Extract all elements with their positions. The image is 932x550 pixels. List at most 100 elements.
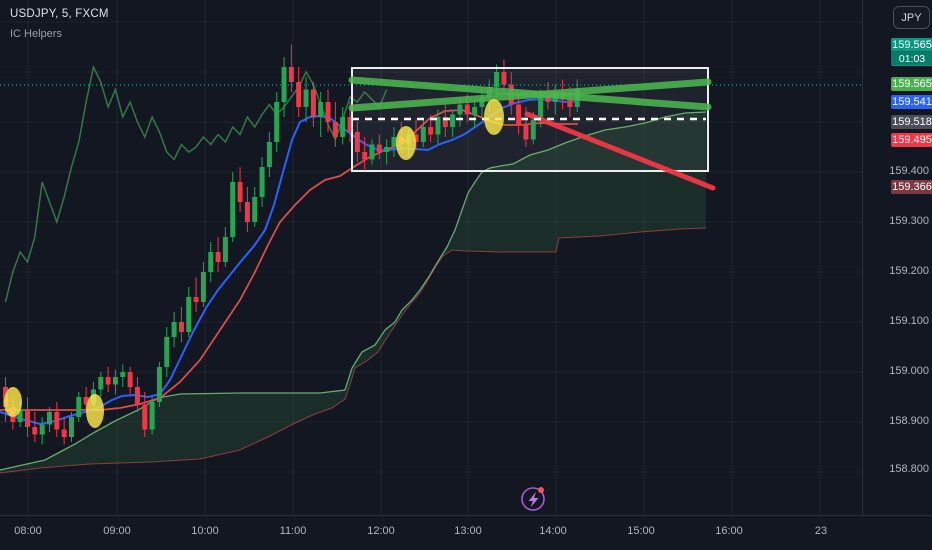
- time-axis-tick: 10:00: [191, 525, 219, 537]
- chart-pane[interactable]: USDJPY, 5, FXCM IC Helpers: [0, 0, 862, 515]
- candle-body: [296, 82, 302, 107]
- time-axis-tick: 09:00: [103, 525, 131, 537]
- candle-body: [259, 167, 265, 197]
- bar-close-countdown: 01:03: [891, 51, 932, 65]
- candle-body: [362, 152, 368, 160]
- currency-toggle-button[interactable]: JPY: [893, 6, 930, 29]
- candle-body: [230, 182, 236, 237]
- ellipse-highlight-drawing[interactable]: [4, 387, 22, 417]
- price-axis-tick: 159.200: [889, 265, 929, 277]
- time-axis-tick: 16:00: [715, 525, 743, 537]
- candle-body: [318, 102, 324, 117]
- candle-body: [413, 134, 419, 142]
- candle-body: [171, 322, 177, 337]
- time-axis-tick: 14:00: [539, 525, 567, 537]
- chart-legend: USDJPY, 5, FXCM IC Helpers: [10, 8, 109, 41]
- candle-body: [54, 412, 60, 430]
- candle-body: [200, 272, 206, 302]
- candle-body: [567, 99, 573, 107]
- candle-body: [134, 387, 140, 405]
- candle-body: [376, 144, 382, 152]
- indicator-label[interactable]: IC Helpers: [10, 28, 62, 41]
- candle-body: [68, 417, 74, 437]
- price-axis-tick: 159.100: [889, 315, 929, 327]
- candle-body: [61, 429, 67, 437]
- candle-body: [98, 377, 104, 390]
- candle-body: [303, 89, 309, 107]
- time-axis-tick: 23: [814, 525, 828, 537]
- time-axis-tick: 11:00: [279, 525, 307, 537]
- candle-body: [186, 297, 192, 332]
- candle-body: [24, 409, 30, 427]
- candle-body: [105, 377, 111, 385]
- ellipse-highlight-drawing[interactable]: [396, 126, 416, 160]
- time-axis-tick: 12:00: [367, 525, 395, 537]
- candle-body: [142, 404, 148, 430]
- candle-body: [288, 67, 294, 82]
- alert-badge-dot: [538, 487, 544, 493]
- tenkan-value-label: 159.541: [891, 95, 932, 109]
- candle-body: [83, 397, 89, 405]
- candle-body: [530, 119, 536, 140]
- candle-body: [252, 197, 258, 222]
- candle-body: [516, 104, 522, 125]
- kijun-value-label: 159.495: [891, 133, 932, 147]
- ellipse-highlight-drawing[interactable]: [484, 99, 504, 135]
- time-axis[interactable]: 08:00 09:00 10:00 11:00 12:00 13:00 14:00 15:00…: [0, 515, 932, 550]
- candle-body: [354, 132, 360, 152]
- candle-body: [435, 117, 441, 135]
- candle-body: [164, 337, 170, 367]
- candle-body: [237, 182, 243, 202]
- candle-body: [538, 97, 544, 120]
- candle-body: [208, 252, 214, 272]
- candle-body: [39, 424, 45, 435]
- price-axis-tick: 159.400: [889, 165, 929, 177]
- candle-body: [472, 107, 478, 115]
- candle-body: [46, 412, 52, 425]
- candle-body: [193, 297, 199, 302]
- candle-body: [156, 367, 162, 402]
- candle-body: [112, 377, 118, 385]
- candle-body: [120, 372, 126, 377]
- ellipse-highlight-drawing[interactable]: [86, 394, 104, 428]
- candle-body: [369, 144, 375, 160]
- candle-body: [76, 397, 82, 417]
- candle-body: [384, 147, 390, 152]
- candle-body: [244, 202, 250, 222]
- candle-body: [420, 127, 426, 142]
- candle-body: [17, 409, 23, 422]
- price-axis-tick: 159.300: [889, 215, 929, 227]
- cloud-top-border: [0, 111, 707, 471]
- time-axis-tick: 08:00: [14, 525, 42, 537]
- last-price-label: 159.565 01:03: [891, 38, 932, 66]
- candle-body: [340, 117, 346, 137]
- candle-body: [428, 127, 434, 135]
- time-axis-tick: 15:00: [627, 525, 655, 537]
- candle-body: [464, 104, 470, 115]
- bolt-glyph: [528, 492, 539, 508]
- price-axis-tick: 158.900: [889, 415, 929, 427]
- price-axis-tick: 159.000: [889, 365, 929, 377]
- candle-body: [442, 117, 448, 127]
- price-axis[interactable]: JPY 159.400 159.300 159.200 159.100 159.000 1…: [862, 0, 932, 515]
- symbol-title[interactable]: USDJPY, 5, FXCM: [10, 8, 109, 20]
- candle-body: [523, 124, 529, 140]
- candle-body: [266, 142, 272, 167]
- candle-body: [501, 72, 507, 85]
- trendline-value-label: 159.366: [891, 180, 932, 194]
- ichimoku-cloud: [0, 112, 706, 473]
- red-trendline-drawing[interactable]: [524, 111, 716, 191]
- dashed-level-label: 159.518: [891, 115, 932, 129]
- candle-body: [325, 102, 331, 122]
- price-axis-tick: 158.800: [889, 463, 929, 475]
- indicator-close-label: 159.565: [891, 77, 932, 91]
- candle-body: [391, 137, 397, 147]
- alert-bolt-icon[interactable]: [521, 487, 545, 511]
- candle-body: [178, 322, 184, 332]
- candle-body: [215, 252, 221, 262]
- green-trendline-drawing[interactable]: [348, 78, 712, 112]
- bolt-ring: [521, 487, 545, 511]
- candle-body: [347, 117, 353, 132]
- candle-body: [457, 104, 463, 115]
